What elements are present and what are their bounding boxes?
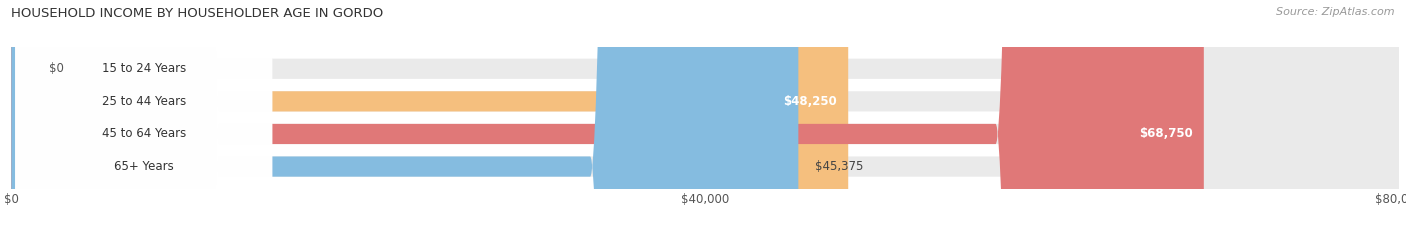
FancyBboxPatch shape xyxy=(11,0,799,233)
Text: $48,250: $48,250 xyxy=(783,95,837,108)
Text: $45,375: $45,375 xyxy=(815,160,863,173)
FancyBboxPatch shape xyxy=(0,0,219,233)
Text: HOUSEHOLD INCOME BY HOUSEHOLDER AGE IN GORDO: HOUSEHOLD INCOME BY HOUSEHOLDER AGE IN G… xyxy=(11,7,384,20)
FancyBboxPatch shape xyxy=(11,0,1399,233)
FancyBboxPatch shape xyxy=(11,0,848,233)
Text: $0: $0 xyxy=(49,62,63,75)
FancyBboxPatch shape xyxy=(15,0,273,233)
Text: 25 to 44 Years: 25 to 44 Years xyxy=(101,95,186,108)
Text: 15 to 24 Years: 15 to 24 Years xyxy=(101,62,186,75)
Text: 45 to 64 Years: 45 to 64 Years xyxy=(101,127,186,140)
FancyBboxPatch shape xyxy=(15,0,273,233)
FancyBboxPatch shape xyxy=(11,0,1399,233)
Text: $68,750: $68,750 xyxy=(1139,127,1192,140)
FancyBboxPatch shape xyxy=(15,0,273,233)
FancyBboxPatch shape xyxy=(11,0,1399,233)
FancyBboxPatch shape xyxy=(11,0,1204,233)
Text: 65+ Years: 65+ Years xyxy=(114,160,174,173)
FancyBboxPatch shape xyxy=(11,0,1399,233)
FancyBboxPatch shape xyxy=(15,0,273,233)
Text: Source: ZipAtlas.com: Source: ZipAtlas.com xyxy=(1277,7,1395,17)
